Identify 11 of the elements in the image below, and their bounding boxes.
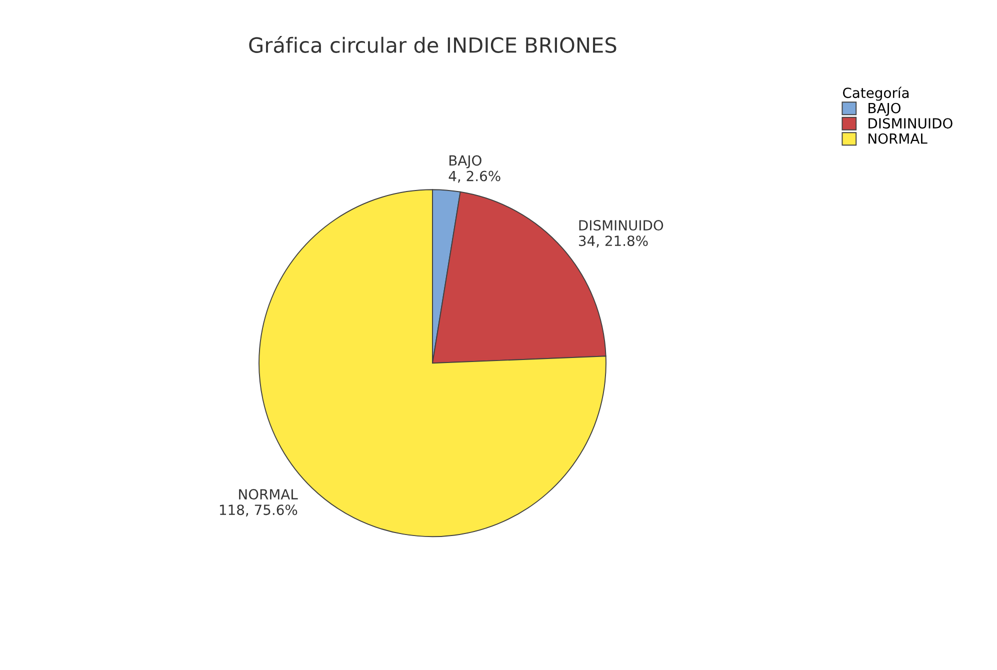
data-label: 4, 2.6% [448, 170, 500, 183]
slice-label: DISMINUIDO [579, 220, 664, 231]
legend-title: Categoría [842, 86, 909, 101]
legend-label: BAJO [868, 102, 900, 116]
chart-title: Gráfica circular de INDICE BRIONES [249, 36, 616, 53]
slice-label: BAJO [449, 155, 482, 168]
data-label: 34, 21.8% [578, 236, 648, 248]
legend-label: DISMINUIDO [868, 118, 952, 129]
data-label: 118, 75.6% [220, 504, 298, 516]
slice-label: NORMAL [239, 489, 298, 500]
legend-label: NORMAL [868, 133, 928, 144]
